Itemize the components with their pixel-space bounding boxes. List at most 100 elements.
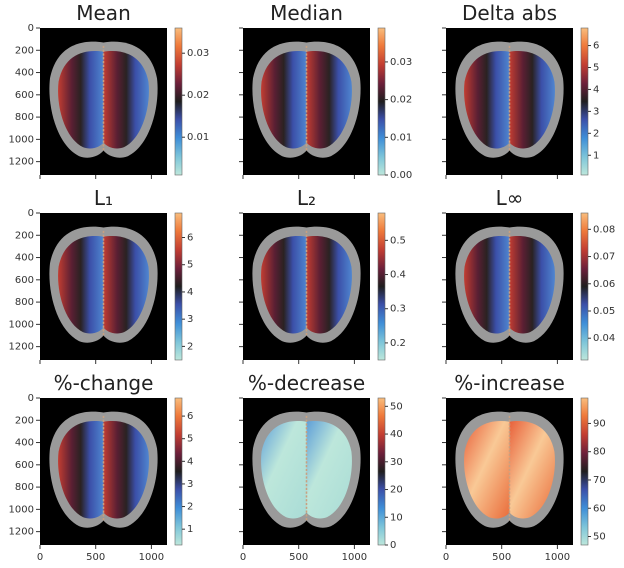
colorbar-tick-label: 2 <box>187 502 193 513</box>
brain-map <box>455 226 564 343</box>
y-tick-label: 1000 <box>9 319 34 330</box>
subplot: L₂ 0.2 0.3 0.4 0.5 <box>239 186 406 364</box>
colorbar-tick-label: 6 <box>187 233 193 244</box>
colorbar-tick-label: 1 <box>187 524 193 535</box>
y-tick-label: 600 <box>15 275 34 286</box>
colorbar-tick-label: 1 <box>593 150 599 161</box>
subplot: %-decrease 0 500 1000 0 10 20 30 40 50 <box>239 371 403 563</box>
brain-region <box>306 51 352 149</box>
x-tick-label: 0 <box>443 552 449 563</box>
brain-map <box>49 411 158 528</box>
brain-region <box>58 421 104 519</box>
colorbar <box>174 27 183 176</box>
colorbar-tick-label: 0 <box>390 540 396 551</box>
colorbar <box>580 212 589 361</box>
colorbar <box>580 397 589 546</box>
colorbar <box>174 212 183 361</box>
subplot-title: Median <box>270 1 343 25</box>
brain-region <box>58 51 104 149</box>
brain-values <box>58 421 149 519</box>
y-tick-label: 1200 <box>9 342 34 353</box>
subplot: %-increase 0 500 1000 50 60 70 80 90 <box>442 371 606 563</box>
brain-map <box>252 411 361 528</box>
colorbar-tick-label: 0.02 <box>390 95 412 106</box>
y-tick-label: 600 <box>15 460 34 471</box>
colorbar <box>377 397 386 546</box>
subplot-title: %-decrease <box>248 371 365 395</box>
brain-values <box>464 236 555 334</box>
colorbar-tick-label: 50 <box>593 532 606 543</box>
colorbar-tick-label: 0.04 <box>593 333 615 344</box>
colorbar-tick-label: 0.2 <box>390 338 406 349</box>
colorbar-tick-label: 30 <box>390 457 403 468</box>
colorbar-tick-label: 0.05 <box>593 306 615 317</box>
y-tick-label: 800 <box>15 482 34 493</box>
colorbar <box>377 212 386 361</box>
brain-map <box>455 41 564 158</box>
colorbar-tick-label: 0.07 <box>593 252 615 263</box>
subplot-title: L₁ <box>94 186 113 210</box>
colorbar-tick-label: 0.01 <box>187 132 209 143</box>
subplot: Median 0.00 0.01 0.02 0.03 <box>239 1 412 181</box>
subplot: Delta abs 1 2 3 4 5 6 <box>442 1 599 179</box>
y-tick-label: 0 <box>28 208 34 219</box>
brain-values <box>261 421 352 519</box>
y-tick-label: 400 <box>15 438 34 449</box>
colorbar-tick-label: 0.4 <box>390 270 406 281</box>
y-tick-label: 400 <box>15 68 34 79</box>
colorbar-tick-label: 6 <box>593 41 599 52</box>
colorbar-tick-label: 60 <box>593 503 606 514</box>
y-tick-label: 1200 <box>9 157 34 168</box>
x-tick-label: 1000 <box>545 552 570 563</box>
brain-region <box>58 236 104 334</box>
y-tick-label: 1000 <box>9 134 34 145</box>
y-tick-label: 200 <box>15 45 34 56</box>
brain-region <box>261 236 307 334</box>
colorbar-tick-label: 40 <box>390 429 403 440</box>
brain-region <box>509 421 555 519</box>
colorbar-tick-label: 0.3 <box>390 304 406 315</box>
brain-region <box>261 51 307 149</box>
brain-map <box>252 226 361 343</box>
subplot-title: %-increase <box>454 371 565 395</box>
y-tick-label: 800 <box>15 297 34 308</box>
colorbar-tick-label: 0.06 <box>593 279 615 290</box>
brain-values <box>464 51 555 149</box>
brain-values <box>58 236 149 334</box>
brain-map <box>49 41 158 158</box>
colorbar <box>174 397 183 546</box>
colorbar <box>377 27 386 176</box>
x-tick-label: 0 <box>37 552 43 563</box>
colorbar-tick-label: 4 <box>593 84 599 95</box>
colorbar-tick-label: 0.08 <box>593 224 615 235</box>
brain-map <box>252 41 361 158</box>
y-tick-label: 600 <box>15 90 34 101</box>
colorbar <box>580 27 589 176</box>
y-tick-label: 200 <box>15 415 34 426</box>
colorbar-tick-label: 0.01 <box>390 132 412 143</box>
colorbar-tick-label: 5 <box>187 434 193 445</box>
y-tick-label: 1200 <box>9 527 34 538</box>
brain-map <box>49 226 158 343</box>
brain-values <box>58 51 149 149</box>
x-tick-label: 1000 <box>342 552 367 563</box>
colorbar-tick-label: 6 <box>187 411 193 422</box>
subplot: L₁ 0 200 400 600 800 1000 1200 2 3 4 5 6 <box>9 186 193 364</box>
colorbar-tick-label: 3 <box>187 314 193 325</box>
y-tick-label: 200 <box>15 230 34 241</box>
colorbar-tick-label: 0.00 <box>390 170 412 181</box>
colorbar-tick-label: 4 <box>187 456 193 467</box>
colorbar-tick-label: 70 <box>593 475 606 486</box>
brain-values <box>261 236 352 334</box>
brain-region <box>103 51 149 149</box>
subplot: %-change 0 200 400 600 800 1000 1200 0 500 1000 1 2 3… <box>9 371 194 563</box>
brain-region <box>509 236 555 334</box>
x-tick-label: 1000 <box>139 552 164 563</box>
colorbar-tick-label: 0.03 <box>187 48 209 59</box>
colorbar-tick-label: 4 <box>187 287 193 298</box>
colorbar-tick-label: 3 <box>187 479 193 490</box>
brain-values <box>261 51 352 149</box>
colorbar-tick-label: 2 <box>187 341 193 352</box>
subplot-title: %-change <box>54 371 154 395</box>
